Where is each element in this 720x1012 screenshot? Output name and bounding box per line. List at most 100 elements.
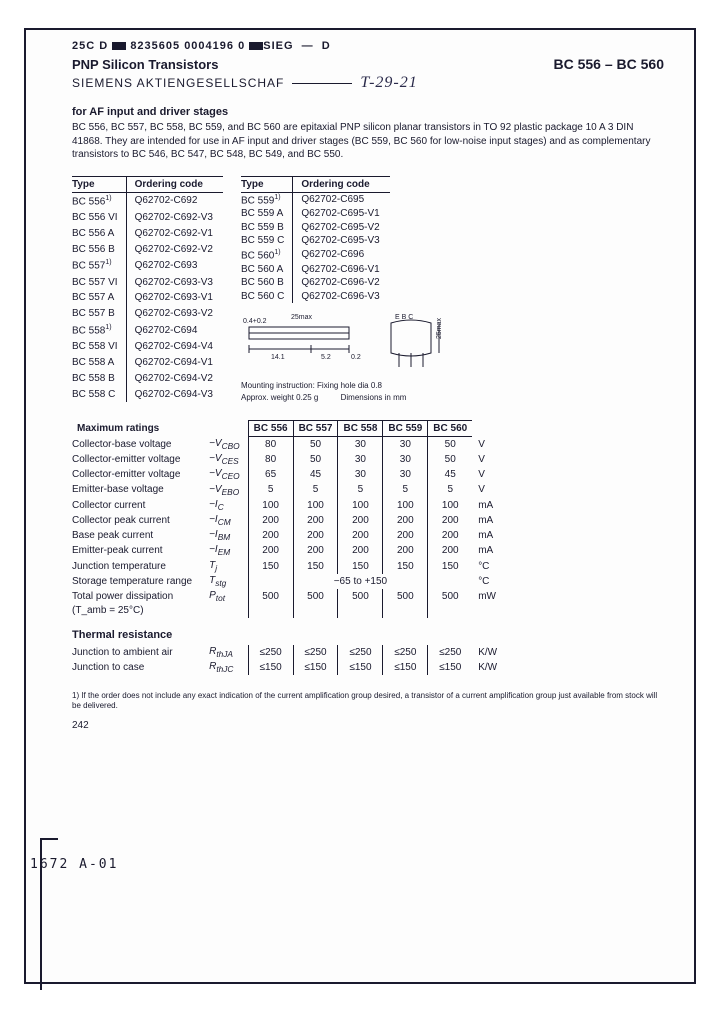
value-cell: ≤150 [428,660,472,675]
table-row: BC 559 CQ62702-C695-V3 [241,234,390,248]
value-cell: 150 [338,559,383,574]
param-label: Junction to ambient air [72,645,204,660]
table-row: BC 556 AQ62702-C692-V1 [72,226,223,242]
unit-cell: mW [472,589,502,604]
dim-w3: 0.2 [351,354,361,361]
param-symbol: Tj [204,559,248,574]
value-cell: −65 to +150 [293,574,428,589]
type-cell: BC 559 A [241,207,293,221]
value-cell: 50 [293,452,338,467]
type-cell: BC 5571) [72,257,126,274]
table-row: BC 556 VIQ62702-C692-V3 [72,210,223,226]
type-cell: BC 5591) [241,192,293,207]
value-cell: 200 [248,543,293,558]
value-cell: 30 [383,452,428,467]
type-cell: BC 557 VI [72,275,126,291]
value-cell: 200 [338,528,383,543]
col-code: Ordering code [126,176,223,192]
code-tail: D [322,40,331,52]
code-cell: Q62702-C695-V2 [293,221,390,235]
code-cell: Q62702-C693-V3 [126,275,223,291]
type-cell: BC 557 A [72,290,126,306]
code-cell: Q62702-C692 [126,192,223,210]
param-symbol: Tstg [204,574,248,589]
param-label: Storage temperature range [72,574,204,589]
value-cell: 100 [248,498,293,513]
value-cell [428,574,472,589]
value-cell: ≤250 [248,645,293,660]
pins: E B C [395,314,413,321]
type-cell: BC 560 A [241,263,293,277]
param-label: Emitter-base voltage [72,483,204,498]
value-cell: 200 [293,513,338,528]
value-cell: 100 [338,498,383,513]
table-row: BC 558 VIQ62702-C694-V4 [72,339,223,355]
value-cell: 150 [383,559,428,574]
block-icon [249,42,263,50]
param-label: Total power dissipation [72,589,204,604]
param-label: Junction temperature [72,559,204,574]
unit-cell: mA [472,498,502,513]
value-cell: 200 [338,543,383,558]
value-cell: 100 [428,498,472,513]
param-symbol: −IEM [204,543,248,558]
value-cell: 5 [338,483,383,498]
value-cell: 50 [293,437,338,452]
pkg-caption-1: Mounting instruction: Fixing hole dia 0.… [241,381,451,391]
value-cell: 5 [248,483,293,498]
col-bc556: BC 556 [248,421,293,437]
code-cell: Q62702-C695-V1 [293,207,390,221]
doc-title: PNP Silicon Transistors [72,57,218,72]
value-cell: 500 [293,589,338,604]
param-symbol: −IC [204,498,248,513]
value-cell: 65 [248,467,293,482]
value-cell [338,604,383,618]
table-row: Collector current−IC100100100100100mA [72,498,502,513]
code-cell: Q62702-C692-V1 [126,226,223,242]
code-cell: Q62702-C694-V1 [126,355,223,371]
block-icon [112,42,126,50]
table-row: BC 558 CQ62702-C694-V3 [72,386,223,402]
unit-cell: mA [472,513,502,528]
table-row: Collector-emitter voltage−VCEO6545303045… [72,467,502,482]
pkg-caption-2: Approx. weight 0.25 g [241,393,318,402]
table-row: BC 557 BQ62702-C693-V2 [72,306,223,322]
param-label: Collector-emitter voltage [72,467,204,482]
value-cell: 30 [338,437,383,452]
thermal-heading: Thermal resistance [72,618,502,645]
ratings-heading: Maximum ratings [72,421,204,437]
table-row: Total power dissipationPtot5005005005005… [72,589,502,604]
ratings-block: Maximum ratings BC 556 BC 557 BC 558 BC … [72,420,664,675]
value-cell: 200 [383,513,428,528]
value-cell [248,574,293,589]
table-row: BC 560 BQ62702-C696-V2 [241,276,390,290]
unit-cell: mA [472,528,502,543]
col-bc558: BC 558 [338,421,383,437]
unit-cell: K/W [472,645,502,660]
param-symbol: −IBM [204,528,248,543]
value-cell: 150 [293,559,338,574]
value-cell: 200 [293,543,338,558]
unit-cell [472,604,502,618]
param-symbol: −ICM [204,513,248,528]
top-barcode-line: 25C D 8235605 0004196 0 SIEG — D [72,40,664,52]
code-cell: Q62702-C694-V2 [126,371,223,387]
pkg-caption-3: Dimensions in mm [341,393,407,402]
dim-h2: 25max [436,318,443,340]
table-row: BC 5571)Q62702-C693 [72,257,223,274]
type-cell: BC 559 C [241,234,293,248]
handwritten-code: T-29-21 [360,74,417,92]
type-cell: BC 5581) [72,322,126,339]
code-cell: Q62702-C693-V1 [126,290,223,306]
table-row: BC 559 BQ62702-C695-V2 [241,221,390,235]
type-cell: BC 558 C [72,386,126,402]
param-label: Emitter-peak current [72,543,204,558]
value-cell: 200 [248,513,293,528]
value-cell: ≤250 [428,645,472,660]
dim-top: 25max [291,314,313,321]
table-row: BC 557 VIQ62702-C693-V3 [72,275,223,291]
code-right: SIEG [263,40,293,52]
param-symbol: −VCEO [204,467,248,482]
value-cell: 200 [338,513,383,528]
datasheet-page: 25C D 8235605 0004196 0 SIEG — D PNP Sil… [24,28,696,984]
